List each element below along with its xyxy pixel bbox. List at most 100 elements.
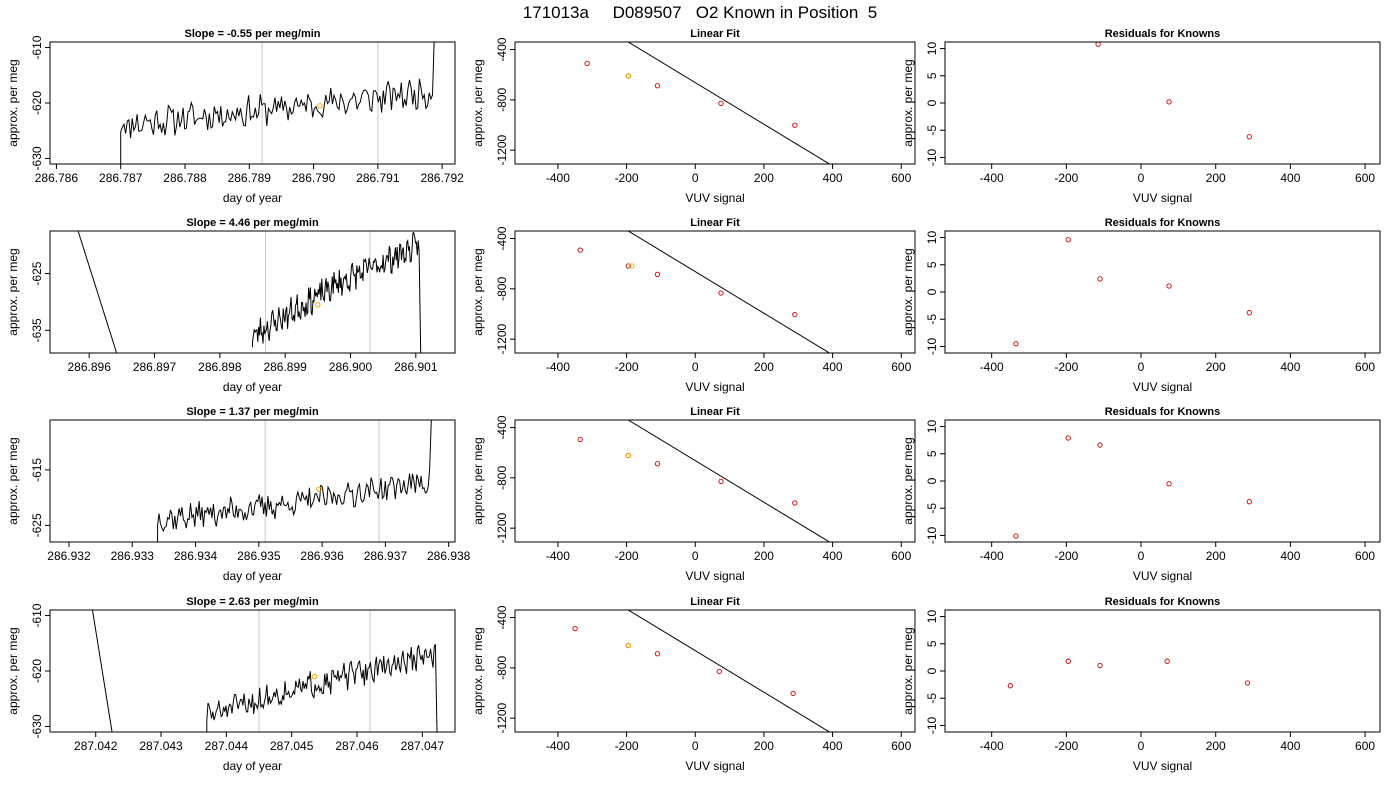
plot-region (1095, 42, 1252, 140)
y-tick-label: -5 (925, 693, 939, 704)
x-tick-label: 200 (754, 171, 774, 185)
data-point (1095, 42, 1101, 47)
data-point (577, 436, 583, 443)
x-tick-label: 400 (1280, 739, 1300, 753)
data-point (1166, 99, 1172, 105)
x-tick-label: -200 (1054, 549, 1078, 563)
y-axis-label: approx. per meg (901, 437, 915, 524)
highlight-point (317, 103, 323, 109)
data-point (1246, 499, 1252, 505)
plot-region (584, 42, 831, 164)
fit-line (627, 231, 831, 353)
data-point (792, 311, 798, 318)
plot-frame (49, 41, 456, 165)
plot-frame (944, 41, 1381, 165)
x-tick-label: 286.933 (111, 549, 155, 563)
data-point (1246, 134, 1252, 140)
x-tick-label: -200 (615, 360, 639, 374)
x-tick-label: 286.938 (427, 549, 471, 563)
x-tick-label: -200 (1054, 739, 1078, 753)
x-axis-label: day of year (223, 191, 282, 205)
y-tick-label: -620 (30, 659, 44, 683)
x-tick-label: -200 (615, 549, 639, 563)
series-line-1 (252, 232, 422, 353)
series-line-1 (157, 420, 432, 542)
chart-panel-6: Residuals for Knowns -400 -200 0 200 400 600 VU… (901, 217, 1381, 394)
plot-frame (514, 41, 916, 165)
highlight-point (316, 486, 322, 493)
x-tick-label: -400 (546, 549, 570, 563)
chart-panel-5: Linear Fit -400 -200 0 200 400 600 VUV signal -4… (471, 217, 916, 394)
chart-panel-11: Linear Fit -400 -200 0 200 400 600 VUV signal -4… (471, 596, 916, 773)
y-tick-label: -400 (495, 415, 509, 439)
y-tick-label: -1200 (495, 323, 509, 354)
x-axis-label: VUV signal (1133, 569, 1192, 583)
x-tick-label: 0 (1138, 171, 1145, 185)
data-point (654, 651, 661, 657)
x-tick-label: -400 (980, 739, 1004, 753)
x-tick-label: 286.790 (292, 171, 336, 185)
y-axis-label: approx. per meg (6, 59, 20, 146)
y-axis-label: approx. per meg (471, 437, 485, 524)
x-tick-label: 0 (692, 360, 699, 374)
x-tick-label: 286.900 (329, 360, 373, 374)
y-axis-label: approx. per meg (6, 437, 20, 524)
x-axis-label: VUV signal (1133, 759, 1192, 773)
y-tick-label: -1200 (495, 702, 509, 733)
plot-frame (944, 419, 1381, 543)
x-axis-label: VUV signal (685, 759, 744, 773)
x-tick-label: 200 (754, 549, 774, 563)
y-tick-label: -800 (495, 277, 509, 301)
y-tick-label: -625 (30, 261, 44, 285)
x-tick-label: 287.044 (205, 739, 249, 753)
panel-title: Linear Fit (690, 217, 740, 229)
data-point (718, 290, 724, 296)
y-tick-label: -610 (30, 603, 44, 627)
data-point (1164, 658, 1170, 664)
x-axis-label: VUV signal (1133, 191, 1192, 205)
y-tick-label: 5 (925, 72, 939, 79)
highlight-point (629, 263, 635, 269)
y-tick-label: -800 (495, 88, 509, 112)
y-tick-label: -800 (495, 656, 509, 680)
plot-region (120, 42, 435, 164)
panel-title: Residuals for Knowns (1105, 28, 1221, 40)
x-tick-label: 400 (823, 739, 843, 753)
data-point (718, 100, 724, 107)
x-tick-label: 286.932 (47, 549, 91, 563)
y-tick-label: -5 (925, 125, 939, 136)
y-tick-label: -800 (495, 466, 509, 490)
x-tick-label: 286.789 (228, 171, 272, 185)
x-tick-label: 0 (1138, 739, 1145, 753)
data-point (1246, 310, 1252, 316)
x-tick-label: -200 (1054, 360, 1078, 374)
y-tick-label: 5 (925, 450, 939, 457)
x-axis-label: day of year (223, 380, 282, 394)
data-point (716, 668, 722, 675)
y-tick-label: -10 (925, 526, 939, 544)
x-tick-label: 287.042 (74, 739, 118, 753)
y-axis-label: approx. per meg (471, 627, 485, 714)
x-tick-label: 0 (692, 171, 699, 185)
chart-panel-7: Slope = 1.37 per meg/min 286.932 286.933 28… (6, 406, 471, 583)
x-tick-label: 400 (823, 549, 843, 563)
drop-line (91, 610, 113, 732)
plot-frame (514, 230, 916, 354)
series-line-1 (120, 42, 435, 164)
panel-title: Slope = -0.55 per meg/min (184, 28, 320, 40)
x-tick-label: -400 (980, 171, 1004, 185)
chart-panel-10: Slope = 2.63 per meg/min 287.042 287.043 28… (6, 596, 456, 773)
highlight-point (625, 452, 632, 459)
x-tick-label: -400 (546, 171, 570, 185)
data-point (1065, 435, 1071, 441)
x-tick-label: 200 (1206, 360, 1226, 374)
chart-panel-1: Slope = -0.55 per meg/min 286.786 286.787 2… (6, 28, 464, 205)
x-tick-label: 287.047 (401, 739, 445, 753)
x-tick-label: 286.937 (364, 549, 408, 563)
panel-title: Slope = 4.46 per meg/min (186, 217, 319, 229)
x-tick-label: 287.045 (270, 739, 314, 753)
plot-frame (514, 419, 916, 543)
x-tick-label: 286.791 (356, 171, 400, 185)
x-tick-label: -400 (546, 360, 570, 374)
plot-region (572, 610, 831, 732)
